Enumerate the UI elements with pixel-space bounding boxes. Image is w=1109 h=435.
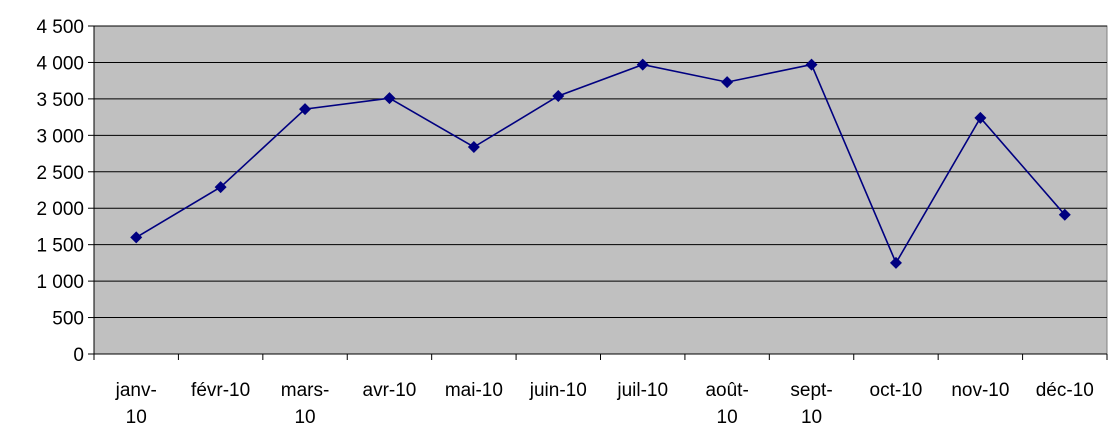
x-tick-label: janv-10 bbox=[115, 380, 157, 428]
gridlines bbox=[94, 25, 1107, 319]
y-tick-label: 4 000 bbox=[36, 53, 84, 74]
data-point-marker bbox=[299, 103, 312, 116]
y-tick-label: 3 500 bbox=[36, 90, 84, 111]
plot-area bbox=[93, 25, 1108, 355]
data-point-marker bbox=[721, 76, 734, 89]
x-tick-label: juin-10 bbox=[529, 380, 587, 401]
data-point-marker bbox=[1058, 208, 1071, 221]
y-tick-label: 500 bbox=[52, 309, 84, 330]
y-tick-label: 4 500 bbox=[36, 17, 84, 38]
x-tick-label: oct-10 bbox=[870, 380, 923, 401]
x-tick-label: mars-10 bbox=[281, 380, 330, 428]
x-tick-label: juil-10 bbox=[616, 380, 668, 401]
data-point-marker bbox=[636, 58, 649, 71]
y-tick-label: 1 500 bbox=[36, 236, 84, 257]
y-tick-label: 2 500 bbox=[36, 163, 84, 184]
y-tick-label: 0 bbox=[73, 345, 84, 366]
data-point-marker bbox=[130, 231, 143, 244]
series-line bbox=[135, 63, 1066, 265]
x-tick-label: mai-10 bbox=[445, 380, 503, 401]
data-point-marker bbox=[889, 256, 902, 269]
x-tick-labels: janv-10 févr-10 mars-10 avr-10 mai-10 juin-10… bbox=[115, 380, 1094, 428]
data-point-marker bbox=[383, 92, 396, 105]
x-tick-label: déc-10 bbox=[1036, 380, 1094, 401]
y-tick-label: 1 000 bbox=[36, 272, 84, 293]
data-point-marker bbox=[974, 111, 987, 124]
y-tick-label: 3 000 bbox=[36, 126, 84, 147]
data-point-marker bbox=[467, 140, 480, 153]
data-point-marker bbox=[552, 89, 565, 102]
data-point-marker bbox=[214, 181, 227, 194]
y-tick-label: 2 000 bbox=[36, 199, 84, 220]
data-point-marker bbox=[805, 58, 818, 71]
x-tick-label: août-10 bbox=[705, 380, 748, 428]
x-tick-label: sept-10 bbox=[790, 380, 832, 428]
y-tick-labels: 0 500 1 000 1 500 2 000 2 500 3 000 3 500 4 000 4… bbox=[36, 17, 94, 366]
data-points bbox=[130, 58, 1071, 269]
x-tick-label: avr-10 bbox=[363, 380, 417, 401]
x-tick-label: nov-10 bbox=[951, 380, 1009, 401]
x-tick-marks bbox=[93, 354, 1108, 360]
x-tick-label: févr-10 bbox=[191, 380, 250, 401]
